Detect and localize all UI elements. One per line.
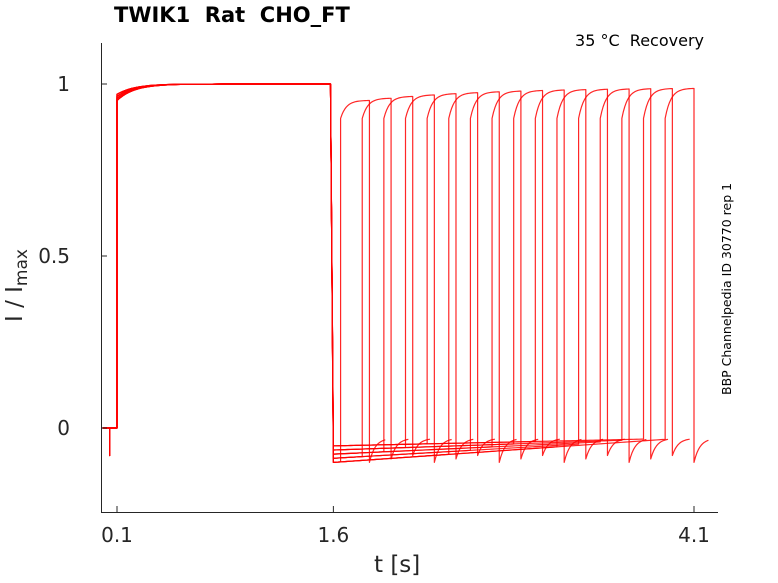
y-axis-label-sub: max: [12, 249, 32, 287]
sweep-trace: [102, 83, 604, 463]
x-ticks: 0.1 1.6 4.1: [101, 506, 710, 547]
y-tick-label: 1: [57, 72, 70, 96]
sweep-trace: [102, 83, 496, 463]
sweep-trace: [102, 83, 625, 459]
x-tick-label: 0.1: [101, 523, 133, 547]
chart-title: TWIK1 Rat CHO_FT: [114, 3, 350, 27]
sweep-trace: [102, 83, 474, 460]
sweep-trace: [102, 83, 690, 457]
x-axis-label: t [s]: [374, 552, 421, 578]
sweep-trace: [102, 83, 539, 460]
axes: [101, 43, 718, 513]
y-axis-label: I / Imax: [2, 249, 32, 322]
sweep-trace: [102, 83, 409, 460]
sweep-trace: [102, 83, 431, 457]
sweep-trace: [102, 83, 452, 463]
side-label: BBP Channelpedia ID 30770 rep 1: [719, 182, 734, 395]
y-axis-label-main: I / I: [2, 286, 28, 322]
x-tick-label: 1.6: [317, 523, 349, 547]
traces: [102, 83, 709, 463]
y-ticks: 00.51: [38, 72, 107, 440]
sweep-trace: [102, 83, 517, 463]
sweep-trace: [102, 83, 386, 463]
sweep-trace: [102, 83, 647, 463]
sweep-trace: [102, 83, 582, 463]
chart-subtitle: 35 °C Recovery: [575, 31, 704, 50]
y-tick-label: 0.5: [38, 244, 70, 268]
y-tick-label: 0: [57, 416, 70, 440]
sweep-trace: [102, 83, 669, 460]
x-tick-label: 4.1: [678, 523, 710, 547]
sweep-trace: [102, 83, 709, 463]
